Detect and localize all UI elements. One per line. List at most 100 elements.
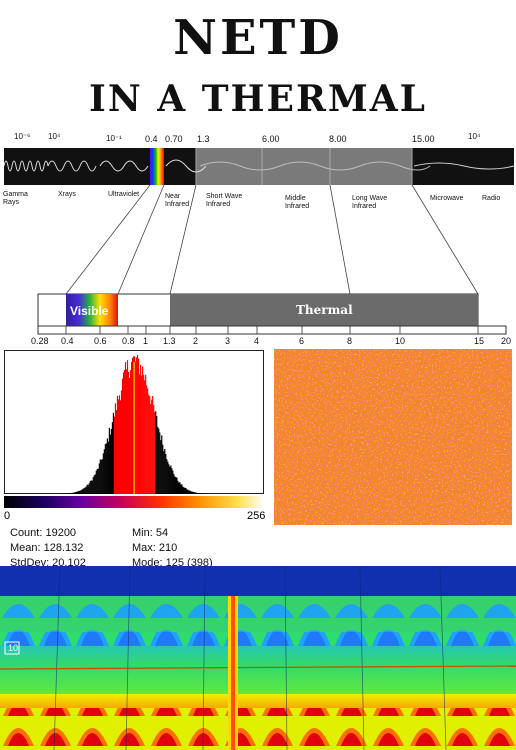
histogram-bar xyxy=(119,400,122,494)
scale-tick: 3 xyxy=(225,336,231,346)
histogram-bar xyxy=(77,491,79,494)
histogram-bar xyxy=(194,492,196,494)
histogram-bar xyxy=(163,451,165,494)
band-label: Xrays xyxy=(58,191,76,198)
histogram-bar xyxy=(87,485,89,494)
histogram-bar xyxy=(189,490,191,494)
histogram-bar xyxy=(122,372,125,494)
histogram-bar xyxy=(195,492,197,494)
histogram-bar xyxy=(157,426,159,494)
histogram-bar xyxy=(184,487,186,494)
value-label: 10⁻¹ xyxy=(106,134,122,143)
histogram-bar xyxy=(106,438,108,494)
scale-tick: 10 xyxy=(395,336,406,346)
histogram-bar xyxy=(172,470,174,494)
histogram-bar xyxy=(153,404,155,494)
histogram-bar xyxy=(137,355,139,494)
value-label: 10⁻⁶ xyxy=(14,132,31,141)
histogram-bar xyxy=(121,378,124,494)
scale-tick: 8 xyxy=(347,336,353,346)
histogram-bar xyxy=(103,449,105,494)
histogram-bar xyxy=(99,459,101,494)
histogram-bar xyxy=(193,492,195,494)
histogram-bar xyxy=(197,493,199,494)
histogram-bar xyxy=(82,488,84,494)
histogram-bar xyxy=(125,369,128,494)
histogram-bar xyxy=(91,480,93,494)
histogram-bar xyxy=(81,489,83,494)
histogram-bar xyxy=(107,441,109,494)
histogram-bar xyxy=(142,366,144,494)
histogram-bar xyxy=(111,422,113,494)
stat-count: Count: 19200 xyxy=(10,527,77,539)
histogram-bar xyxy=(140,364,142,494)
histogram-bar xyxy=(161,435,163,494)
histogram-bar xyxy=(109,434,111,494)
histogram-bar xyxy=(104,444,106,494)
histogram-bar xyxy=(199,493,201,494)
histogram-bar xyxy=(150,404,152,494)
histogram-bar xyxy=(69,493,71,494)
histogram-bar xyxy=(96,468,98,494)
histogram-bar xyxy=(71,492,73,494)
title-line-2: IN A THERMAL xyxy=(89,78,427,120)
noise-image xyxy=(274,349,512,525)
visible-label: Visible xyxy=(70,304,109,318)
infrared-region xyxy=(196,148,412,185)
histogram-bar xyxy=(175,477,177,494)
histogram-bar xyxy=(198,493,200,494)
histogram-bar xyxy=(98,463,100,494)
band-label: Ultraviolet xyxy=(108,191,140,198)
spectrum-diagram xyxy=(3,148,515,335)
histogram-bar xyxy=(147,388,149,494)
scale-tick: 6 xyxy=(299,336,305,346)
histogram-bar xyxy=(168,464,170,494)
histogram-bar xyxy=(117,399,120,494)
histogram-bar xyxy=(158,428,160,494)
histogram-bar xyxy=(115,410,118,494)
histogram-bar xyxy=(169,466,171,494)
histogram-bar xyxy=(94,474,96,494)
histogram-bar xyxy=(178,482,180,494)
histogram-bar xyxy=(72,492,74,494)
histogram-bar xyxy=(155,411,157,494)
thermal-image xyxy=(0,566,516,750)
histogram-bar xyxy=(176,477,178,494)
histogram-bar xyxy=(135,361,137,494)
histogram-bar xyxy=(114,403,117,494)
title-line-1: NETD xyxy=(173,10,343,66)
histogram-bar xyxy=(93,475,95,494)
scale-tick: 0.8 xyxy=(122,336,135,346)
histogram-bar xyxy=(171,468,173,494)
histogram-bar xyxy=(124,362,127,494)
histogram-bar xyxy=(192,491,194,494)
value-label: 8.00 xyxy=(329,134,347,144)
scale-tick: 20 xyxy=(501,336,512,346)
visible-band xyxy=(66,294,118,326)
scale-tick: 0.6 xyxy=(94,336,107,346)
histogram-bar xyxy=(177,480,179,494)
histogram-bar xyxy=(85,486,87,494)
histogram-bar xyxy=(88,483,90,494)
histogram-bar xyxy=(92,477,94,494)
histogram-bar xyxy=(118,395,121,494)
histogram-bar xyxy=(154,412,156,494)
histogram-bar xyxy=(165,453,167,494)
histogram-bar xyxy=(156,415,158,494)
value-label: 1.3 xyxy=(197,134,210,144)
histogram-bar xyxy=(128,377,131,494)
histogram-bar xyxy=(190,491,192,494)
histogram-bar xyxy=(110,428,112,494)
scale-tick: 15 xyxy=(474,336,485,346)
histogram-bar xyxy=(185,488,187,494)
histogram-bar xyxy=(68,493,70,494)
histogram-bar xyxy=(152,395,154,494)
band-label: Long Wave Infrared xyxy=(352,195,388,210)
marker-box xyxy=(4,641,20,655)
histogram-bar xyxy=(144,380,146,494)
histogram-bar xyxy=(151,399,153,494)
histogram-bar xyxy=(74,492,76,494)
stat-mean: Mean: 128.132 xyxy=(10,542,84,554)
histogram-bar xyxy=(166,459,168,494)
histogram-bar xyxy=(201,493,203,494)
